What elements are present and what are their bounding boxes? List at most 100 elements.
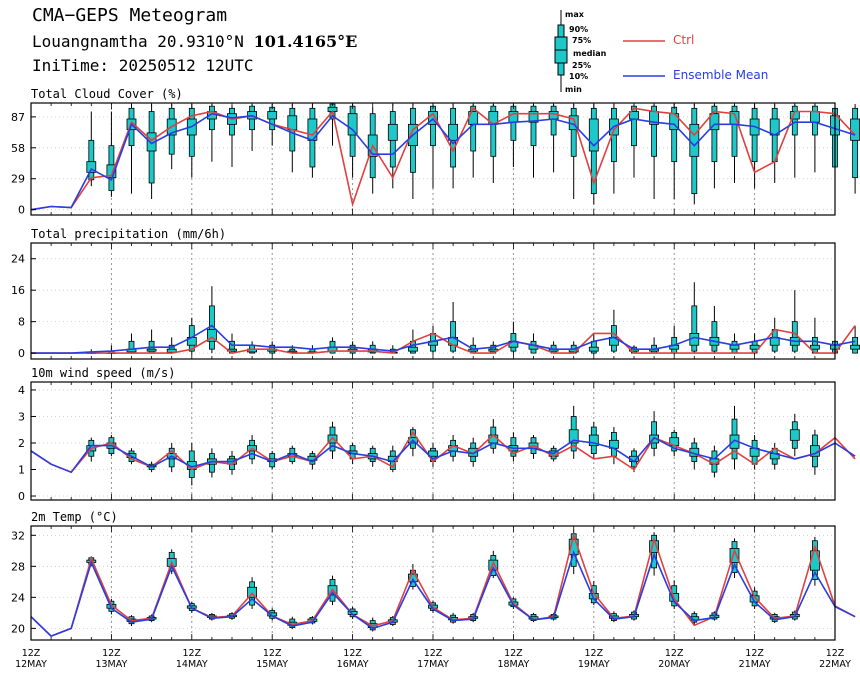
box-inner — [146, 348, 157, 352]
ensemble-mean-line — [31, 324, 856, 354]
y-tick-label: 87 — [11, 111, 25, 124]
y-tick-label: 28 — [11, 560, 25, 573]
x-date-label: 19MAY — [578, 659, 610, 670]
y-tick-label: 58 — [11, 142, 25, 155]
x-date-label: 12MAY — [15, 659, 47, 670]
y-tick-label: 29 — [11, 173, 25, 186]
x-date-label: 20MAY — [658, 659, 690, 670]
legend-p90: 90% — [569, 25, 589, 34]
x-date-label: 13MAY — [95, 659, 127, 670]
ctrl-line — [30, 430, 856, 474]
box-inner — [588, 434, 599, 447]
box-inner — [206, 329, 217, 342]
box-outer — [852, 107, 858, 179]
legend-max: max — [565, 10, 584, 19]
box-inner — [850, 118, 860, 141]
legend-p25: 25% — [572, 61, 592, 70]
box-outer — [651, 105, 657, 157]
ctrl-line — [30, 532, 856, 638]
y-tick-label: 0 — [18, 347, 25, 360]
panel-title: 2m Temp (°C) — [31, 510, 118, 524]
y-tick-label: 20 — [11, 622, 25, 635]
x-date-label: 17MAY — [417, 659, 449, 670]
panel-title: Total precipitation (mm/6h) — [31, 227, 226, 241]
y-tick-label: 1 — [18, 464, 25, 477]
y-tick-label: 16 — [11, 284, 25, 297]
x-hour-label: 12Z — [22, 648, 41, 659]
box-outer — [711, 321, 718, 352]
box-outer — [470, 105, 477, 152]
x-hour-label: 12Z — [102, 648, 121, 659]
x-date-label: 21MAY — [739, 659, 771, 670]
boxplot-legend-glyph — [554, 10, 568, 92]
x-hour-label: 12Z — [745, 648, 764, 659]
box-inner — [568, 429, 579, 444]
box-outer — [731, 105, 738, 157]
box-inner — [709, 113, 720, 131]
x-date-label: 22MAY — [819, 659, 851, 670]
box-inner — [488, 559, 499, 571]
box-inner — [287, 115, 298, 131]
box-inner — [387, 123, 398, 141]
box-inner — [588, 118, 599, 152]
meteogram-title: CMA−GEPS Meteogram — [32, 5, 228, 26]
ensemble-mean-line — [30, 436, 856, 474]
box-inner — [789, 429, 800, 441]
y-tick-label: 3 — [18, 410, 25, 423]
box-inner — [347, 113, 358, 136]
y-tick-label: 4 — [18, 384, 25, 397]
x-hour-label: 12Z — [343, 648, 362, 659]
box-inner — [810, 111, 820, 123]
y-tick-label: 0 — [18, 204, 25, 217]
legend-lines — [623, 40, 665, 77]
x-date-label: 15MAY — [256, 659, 288, 670]
legend-p10: 10% — [569, 72, 589, 81]
x-date-label: 14MAY — [176, 659, 208, 670]
y-tick-label: 8 — [18, 316, 25, 329]
box-inner — [488, 434, 499, 444]
legend-p75: 75% — [572, 36, 592, 45]
box-inner — [810, 344, 820, 350]
latitude: 20.9310°N — [157, 32, 244, 51]
box-inner — [407, 346, 418, 352]
box-outer — [530, 105, 537, 147]
x-date-label: 18MAY — [497, 659, 529, 670]
legend-min: min — [565, 85, 582, 94]
legend-median: median — [573, 49, 607, 58]
box-inner — [448, 123, 459, 141]
box-outer — [88, 139, 95, 181]
mean-legend-label: Ensemble Mean — [673, 68, 769, 82]
x-hour-label: 12Z — [665, 648, 684, 659]
x-hour-label: 12Z — [424, 648, 443, 659]
box-outer — [791, 321, 798, 352]
panel-title: 10m wind speed (m/s) — [31, 366, 176, 380]
x-hour-label: 12Z — [263, 648, 282, 659]
box-inner — [689, 123, 700, 157]
box-outer — [570, 107, 577, 157]
init-time: IniTime: 20250512 12UTC — [32, 56, 254, 75]
box-outer — [791, 105, 798, 136]
box-outer — [550, 105, 557, 136]
box-inner — [86, 161, 97, 173]
box-outer — [711, 105, 718, 163]
box-outer — [490, 105, 497, 157]
x-hour-label: 12Z — [584, 648, 603, 659]
x-date-label: 16MAY — [337, 659, 369, 670]
box-inner — [428, 450, 438, 457]
box-inner — [267, 111, 278, 120]
x-hour-label: 12Z — [504, 648, 523, 659]
longitude: 101.4165°E — [253, 32, 358, 51]
box-inner — [729, 548, 740, 563]
box-inner — [588, 346, 599, 352]
box-inner — [528, 111, 539, 123]
box-inner — [327, 434, 338, 444]
y-tick-label: 24 — [11, 253, 25, 266]
ctrl-legend-label: Ctrl — [673, 33, 695, 47]
panel-title: Total Cloud Cover (%) — [31, 87, 183, 101]
x-hour-label: 12Z — [826, 648, 845, 659]
box-outer — [450, 321, 457, 352]
y-tick-label: 24 — [11, 591, 25, 604]
ensemble-mean-line — [30, 112, 856, 211]
y-tick-label: 32 — [11, 529, 25, 542]
